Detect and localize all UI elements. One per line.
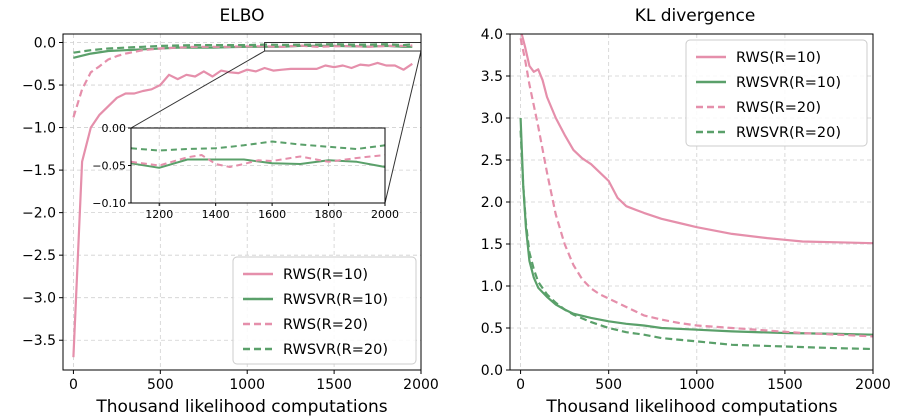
elbo-inset-x-tick-label-0: 1200 (145, 208, 173, 221)
kl-x-tick-label-3: 1500 (767, 377, 803, 393)
elbo-x-tick-label-3: 1500 (316, 377, 352, 393)
elbo-inset-series-line-1 (130, 154, 386, 168)
elbo-inset-x-tick-label-1: 1400 (202, 208, 230, 221)
kl-legend-label-2: RWS(R=20) (736, 100, 821, 116)
elbo-legend-box (232, 256, 417, 365)
elbo-inset-x-tick-label-4: 2000 (371, 208, 399, 221)
kl-series-line-1 (519, 117, 873, 336)
kl-series-line-2 (519, 37, 873, 338)
elbo-x-tick-label-4: 2000 (403, 377, 439, 393)
kl-x-tick-label-2: 1000 (679, 377, 715, 393)
elbo-series-line-1 (73, 44, 413, 59)
kl-chart: KL divergence RWS(R=10)RWSVR(R=10)RWS(R=… (481, 6, 891, 417)
kl-series (519, 34, 873, 351)
elbo-x-tick-label-2: 1000 (229, 377, 265, 393)
elbo-y-tick-label-2: −1.0 (22, 121, 56, 137)
elbo-x-axis-label: Thousand likelihood computations (95, 397, 387, 417)
elbo-series-line-3 (73, 43, 413, 54)
kl-legend: RWS(R=10) RWSVR(R=10) RWS(R=20) RWSVR(R=20) (685, 39, 868, 147)
kl-legend-label-3: RWSVR(R=20) (736, 125, 841, 141)
elbo-inset-x-tick-label-3: 1800 (315, 208, 343, 221)
kl-x-axis-label: Thousand likelihood computations (545, 397, 837, 417)
kl-y-tick-label-4: 2.0 (481, 195, 503, 211)
kl-axis-ticks: 0 500 1000 1500 2000 0.0 0.5 1.0 1.5 2.0 2.5 3.0 3.5… (481, 27, 891, 393)
kl-y-tick-label-0: 0.0 (481, 363, 503, 379)
kl-y-tick-label-5: 2.5 (481, 153, 503, 169)
kl-series-line-3 (519, 130, 873, 351)
kl-y-tick-label-8: 4.0 (481, 27, 503, 43)
elbo-legend: RWS(R=10) RWSVR(R=10) RWS(R=20) RWSVR(R=20) (232, 256, 417, 365)
elbo-chart: ELBO 1200 1400 1600 1800 20000.00−0.05−0.10 … (22, 6, 439, 417)
elbo-inset-series-line-0 (130, 158, 386, 169)
kl-series-line-0 (520, 34, 873, 245)
elbo-y-tick-label-4: −2.0 (22, 206, 56, 222)
kl-y-tick-label-1: 0.5 (481, 321, 503, 337)
elbo-axis-ticks: 0 500 1000 1500 2000 0.0 −0.5 −1.0 −1.5 −2.0 −2.5 −… (22, 36, 439, 393)
elbo-series-line-2 (72, 44, 413, 118)
elbo-x-tick-label-0: 0 (69, 377, 78, 393)
elbo-legend-label-1: RWSVR(R=10) (283, 292, 388, 308)
elbo-inset-y-tick-label-1: −0.05 (92, 160, 126, 173)
elbo-inset-y-tick-label-2: −0.10 (92, 197, 126, 210)
elbo-inset-y-tick-label-0: 0.00 (102, 122, 127, 135)
elbo-inset-x-tick-label-2: 1600 (258, 208, 286, 221)
kl-legend-box (685, 39, 868, 147)
kl-y-tick-label-3: 1.5 (481, 237, 503, 253)
elbo-x-tick-label-1: 500 (147, 377, 174, 393)
kl-y-tick-label-6: 3.0 (481, 111, 503, 127)
kl-legend-label-1: RWSVR(R=10) (736, 75, 841, 91)
elbo-series-line-0 (72, 61, 413, 358)
elbo-zoom-connector-right (384, 50, 422, 204)
elbo-legend-label-0: RWS(R=10) (283, 267, 368, 283)
elbo-inset-series-line-2 (130, 140, 386, 152)
elbo-y-tick-label-7: −3.5 (22, 333, 56, 349)
elbo-inset-plot: 1200 1400 1600 1800 2000 0.00 −0.05 −0.10 (92, 122, 399, 221)
elbo-chart-title: ELBO (220, 6, 265, 26)
kl-chart-title: KL divergence (635, 6, 756, 26)
elbo-legend-label-2: RWS(R=20) (283, 317, 368, 333)
elbo-y-tick-label-6: −3.0 (22, 291, 56, 307)
elbo-y-tick-label-0: 0.0 (34, 36, 56, 52)
elbo-plot-frame (62, 33, 422, 371)
kl-y-tick-label-7: 3.5 (481, 69, 503, 85)
elbo-inset-frame (130, 127, 386, 204)
kl-x-tick-label-0: 0 (516, 377, 525, 393)
kl-x-tick-label-4: 2000 (855, 377, 891, 393)
elbo-y-tick-label-5: −2.5 (22, 248, 56, 264)
kl-x-tick-label-1: 500 (595, 377, 622, 393)
elbo-series (72, 43, 413, 358)
elbo-zoom-connector-left (130, 50, 265, 129)
kl-legend-label-0: RWS(R=10) (736, 50, 821, 66)
elbo-legend-label-3: RWSVR(R=20) (283, 342, 388, 358)
kl-y-tick-label-2: 1.0 (481, 279, 503, 295)
elbo-y-tick-label-3: −1.5 (22, 163, 56, 179)
elbo-y-tick-label-1: −0.5 (22, 78, 56, 94)
